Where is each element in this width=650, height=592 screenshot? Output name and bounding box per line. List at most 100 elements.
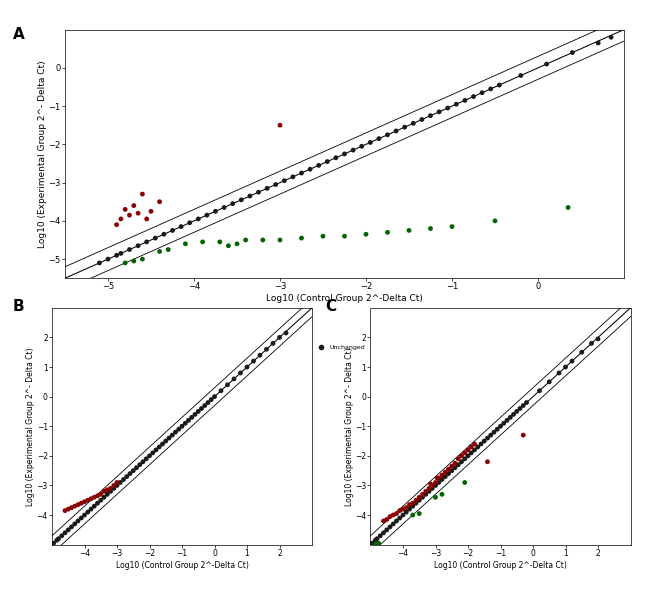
Point [447, 462, 457, 471]
Point [170, 427, 181, 437]
Point [437, 470, 447, 480]
Point [70, 501, 80, 511]
Point [430, 478, 441, 487]
Point [447, 466, 457, 475]
Point [150, 233, 161, 243]
Point [414, 493, 424, 502]
Point [404, 500, 415, 509]
Point [414, 509, 424, 519]
Point [96, 490, 106, 499]
Point [437, 475, 447, 484]
Point [460, 448, 470, 458]
Point [146, 207, 156, 216]
Point [268, 339, 278, 348]
Point [515, 404, 525, 413]
Point [456, 451, 467, 461]
Point [391, 516, 402, 526]
Point [129, 201, 139, 210]
Point [296, 168, 307, 178]
Point [116, 214, 126, 224]
Point [495, 422, 506, 431]
Point [606, 33, 616, 42]
Point [180, 419, 190, 428]
Point [51, 535, 62, 545]
Point [86, 504, 96, 514]
Point [244, 191, 255, 201]
Point [185, 218, 195, 227]
Point [105, 487, 116, 496]
Point [66, 503, 77, 512]
Point [216, 386, 226, 395]
Point [63, 504, 73, 514]
Point [138, 457, 148, 466]
Point [395, 513, 405, 523]
Point [408, 498, 418, 508]
Point [388, 510, 398, 520]
Point [318, 231, 328, 241]
Point [79, 510, 90, 520]
Point [534, 386, 545, 395]
Point [129, 256, 139, 266]
Point [440, 468, 450, 477]
X-axis label: Log10 (Control Group 2^-Delta Ct): Log10 (Control Group 2^-Delta Ct) [266, 294, 423, 303]
Point [70, 519, 80, 529]
Point [209, 392, 220, 401]
Point [242, 362, 252, 372]
Point [141, 454, 151, 464]
Point [370, 540, 381, 549]
Point [469, 439, 480, 449]
Text: B: B [13, 299, 25, 314]
Point [414, 496, 424, 505]
Point [421, 487, 431, 496]
Point [395, 506, 405, 515]
Point [142, 237, 152, 247]
Point [305, 165, 315, 174]
Point [541, 59, 552, 69]
Point [398, 510, 408, 520]
Point [313, 160, 324, 170]
Point [96, 496, 106, 505]
Point [567, 356, 577, 366]
Text: C: C [325, 299, 336, 314]
Point [404, 504, 415, 514]
Point [499, 419, 509, 428]
Point [248, 356, 259, 366]
Point [281, 328, 291, 337]
Point [112, 478, 122, 487]
Point [378, 528, 389, 538]
Point [236, 195, 246, 205]
Point [57, 531, 67, 540]
Y-axis label: Log10 (Experimental Group 2^- Delta Ct): Log10 (Experimental Group 2^- Delta Ct) [26, 347, 35, 506]
Point [434, 107, 445, 117]
Point [460, 478, 470, 487]
Point [385, 522, 395, 532]
Point [385, 511, 395, 521]
Point [443, 464, 454, 474]
Point [466, 448, 476, 458]
Point [288, 172, 298, 182]
Point [203, 398, 213, 407]
Point [460, 454, 470, 464]
Point [453, 454, 463, 464]
Point [486, 430, 496, 440]
Point [193, 214, 203, 224]
Point [180, 239, 190, 249]
Point [382, 514, 392, 525]
Point [164, 433, 174, 443]
Point [151, 445, 161, 455]
Point [374, 134, 384, 143]
Point [494, 81, 504, 90]
Point [155, 197, 165, 207]
Point [372, 534, 382, 543]
Point [401, 503, 411, 512]
Point [450, 463, 460, 472]
Point [157, 439, 168, 449]
Point [398, 504, 408, 514]
Point [382, 130, 393, 140]
Point [404, 226, 414, 235]
Point [124, 245, 135, 255]
Point [391, 509, 402, 519]
Point [339, 149, 350, 159]
Point [60, 528, 70, 538]
Point [430, 481, 441, 490]
